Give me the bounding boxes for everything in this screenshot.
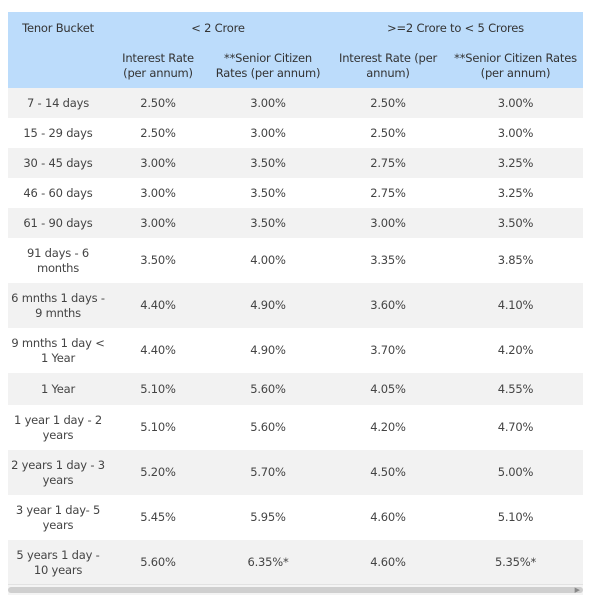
group-2-to-5-crore-header: >=2 Crore to < 5 Crores	[328, 12, 584, 44]
tenor-cell: 9 mnths 1 day < 1 Year	[8, 328, 108, 373]
rate-cell: 2.50%	[108, 118, 208, 148]
tenor-cell: 3 year 1 day- 5 years	[8, 495, 108, 540]
senior-rate-cell: 4.90%	[208, 283, 328, 328]
header-row-subcolumns: Interest Rate (per annum) **Senior Citiz…	[8, 44, 584, 88]
senior-rate-cell: 3.50%	[208, 178, 328, 208]
rate-cell: 4.60%	[328, 495, 448, 540]
senior-rate-cell: 6.35%*	[208, 540, 328, 585]
senior-rate-cell: 3.00%	[208, 88, 328, 118]
g1-interest-rate-header: Interest Rate (per annum)	[108, 44, 208, 88]
table-row: 3 year 1 day- 5 years 5.45% 5.95% 4.60% 5.10…	[8, 495, 584, 540]
senior-rate-cell: 4.55%	[448, 373, 584, 405]
rate-cell: 4.40%	[108, 328, 208, 373]
rate-cell: 2.50%	[328, 88, 448, 118]
senior-rate-cell: 3.25%	[448, 178, 584, 208]
rate-cell: 2.50%	[328, 118, 448, 148]
senior-rate-cell: 5.60%	[208, 405, 328, 450]
senior-rate-cell: 4.20%	[448, 328, 584, 373]
rate-cell: 4.20%	[328, 405, 448, 450]
tenor-cell: 15 - 29 days	[8, 118, 108, 148]
senior-rate-cell: 5.60%	[208, 373, 328, 405]
senior-rate-cell: 4.70%	[448, 405, 584, 450]
senior-rate-cell: 4.90%	[208, 328, 328, 373]
rate-cell: 3.00%	[328, 208, 448, 238]
tenor-cell: 6 mnths 1 days - 9 mnths	[8, 283, 108, 328]
senior-rate-cell: 3.00%	[448, 118, 584, 148]
table-row: 1 year 1 day - 2 years 5.10% 5.60% 4.20% 4.7…	[8, 405, 584, 450]
tenor-cell: 7 - 14 days	[8, 88, 108, 118]
interest-rate-table-container: Tenor Bucket < 2 Crore >=2 Crore to < 5 …	[8, 12, 584, 585]
rate-cell: 5.60%	[108, 540, 208, 585]
rate-cell: 2.75%	[328, 178, 448, 208]
rate-cell: 5.10%	[108, 373, 208, 405]
scrollbar-thumb[interactable]	[8, 587, 583, 593]
senior-rate-cell: 5.00%	[448, 450, 584, 495]
senior-rate-cell: 3.50%	[208, 208, 328, 238]
senior-rate-cell: 3.00%	[448, 88, 584, 118]
senior-rate-cell: 5.95%	[208, 495, 328, 540]
tenor-cell: 61 - 90 days	[8, 208, 108, 238]
tenor-cell: 1 Year	[8, 373, 108, 405]
horizontal-scrollbar[interactable]: ◀ ▶	[8, 584, 583, 595]
senior-rate-cell: 5.10%	[448, 495, 584, 540]
rate-cell: 2.75%	[328, 148, 448, 178]
rate-cell: 4.50%	[328, 450, 448, 495]
header-row-groups: Tenor Bucket < 2 Crore >=2 Crore to < 5 …	[8, 12, 584, 44]
rate-cell: 5.45%	[108, 495, 208, 540]
rate-cell: 3.00%	[108, 208, 208, 238]
senior-rate-cell: 4.10%	[448, 283, 584, 328]
table-row: 91 days - 6 months 3.50% 4.00% 3.35% 3.85%	[8, 238, 584, 283]
table-row: 1 Year 5.10% 5.60% 4.05% 4.55%	[8, 373, 584, 405]
rate-cell: 3.35%	[328, 238, 448, 283]
table-row: 15 - 29 days 2.50% 3.00% 2.50% 3.00%	[8, 118, 584, 148]
rate-cell: 3.00%	[108, 148, 208, 178]
tenor-cell: 5 years 1 day - 10 years	[8, 540, 108, 585]
g2-senior-citizen-header: **Senior Citizen Rates (per annum)	[448, 44, 584, 88]
table-row: 7 - 14 days 2.50% 3.00% 2.50% 3.00%	[8, 88, 584, 118]
tenor-cell: 2 years 1 day - 3 years	[8, 450, 108, 495]
senior-rate-cell: 5.35%*	[448, 540, 584, 585]
senior-rate-cell: 3.50%	[208, 148, 328, 178]
tenor-subheader-empty	[8, 44, 108, 88]
rate-cell: 2.50%	[108, 88, 208, 118]
table-row: 46 - 60 days 3.00% 3.50% 2.75% 3.25%	[8, 178, 584, 208]
tenor-bucket-header: Tenor Bucket	[8, 12, 108, 44]
scroll-right-arrow-icon[interactable]: ▶	[574, 586, 580, 594]
group-under-2-crore-header: < 2 Crore	[108, 12, 328, 44]
rate-cell: 4.60%	[328, 540, 448, 585]
rate-cell: 3.70%	[328, 328, 448, 373]
table-row: 61 - 90 days 3.00% 3.50% 3.00% 3.50%	[8, 208, 584, 238]
rate-cell: 5.10%	[108, 405, 208, 450]
table-row: 5 years 1 day - 10 years 5.60% 6.35%* 4.60%…	[8, 540, 584, 585]
rate-cell: 3.60%	[328, 283, 448, 328]
senior-rate-cell: 3.25%	[448, 148, 584, 178]
senior-rate-cell: 4.00%	[208, 238, 328, 283]
rate-cell: 4.40%	[108, 283, 208, 328]
tenor-cell: 1 year 1 day - 2 years	[8, 405, 108, 450]
rate-cell: 3.50%	[108, 238, 208, 283]
tenor-cell: 46 - 60 days	[8, 178, 108, 208]
table-row: 2 years 1 day - 3 years 5.20% 5.70% 4.50% 5.…	[8, 450, 584, 495]
senior-rate-cell: 3.00%	[208, 118, 328, 148]
tenor-cell: 91 days - 6 months	[8, 238, 108, 283]
senior-rate-cell: 3.50%	[448, 208, 584, 238]
table-row: 9 mnths 1 day < 1 Year 4.40% 4.90% 3.70% 4.2…	[8, 328, 584, 373]
g2-interest-rate-header: Interest Rate (per annum)	[328, 44, 448, 88]
interest-rate-table: Tenor Bucket < 2 Crore >=2 Crore to < 5 …	[8, 12, 584, 585]
tenor-cell: 30 - 45 days	[8, 148, 108, 178]
rate-cell: 4.05%	[328, 373, 448, 405]
table-row: 30 - 45 days 3.00% 3.50% 2.75% 3.25%	[8, 148, 584, 178]
table-row: 6 mnths 1 days - 9 mnths 4.40% 4.90% 3.60% 4…	[8, 283, 584, 328]
rate-cell: 5.20%	[108, 450, 208, 495]
g1-senior-citizen-header: **Senior Citizen Rates (per annum)	[208, 44, 328, 88]
senior-rate-cell: 5.70%	[208, 450, 328, 495]
senior-rate-cell: 3.85%	[448, 238, 584, 283]
rate-cell: 3.00%	[108, 178, 208, 208]
